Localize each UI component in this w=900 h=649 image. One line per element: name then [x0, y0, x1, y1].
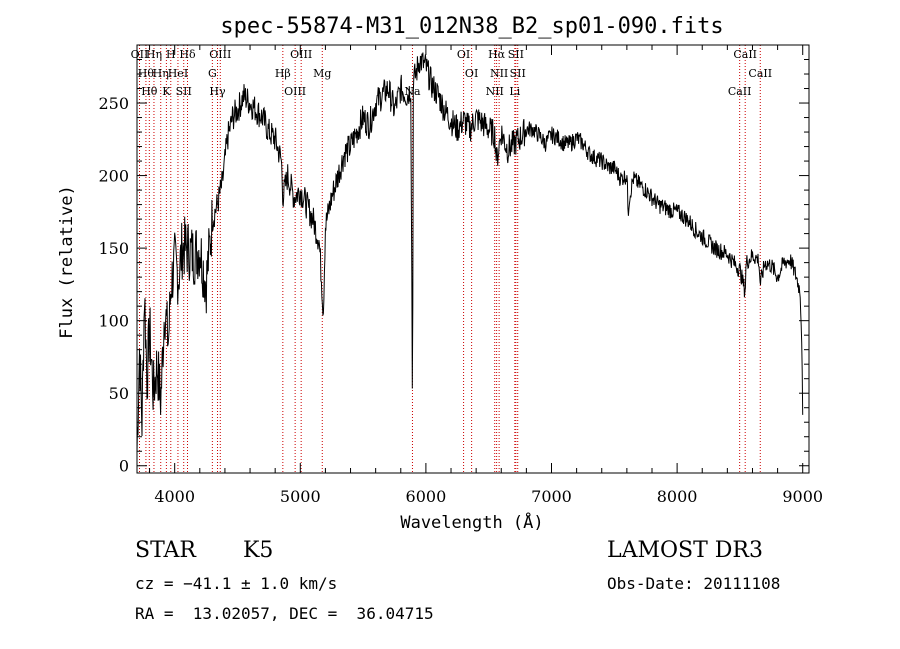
chart-title: spec-55874-M31_012N38_B2_sp01-090.fits [220, 14, 723, 39]
x-axis-ticks: 4000 5000 6000 7000 8000 9000 [149, 45, 823, 506]
y-tick-label: 150 [98, 239, 129, 258]
y-axis-ticks: 0 50 100 150 200 250 [98, 59, 809, 476]
coordinates: RA = 13.02057, DEC = 36.04715 [135, 604, 434, 623]
line-marker-label: Hβ [275, 67, 291, 80]
object-class: STAR [135, 538, 196, 563]
y-tick-label: 250 [98, 94, 129, 113]
object-subclass: K5 [243, 538, 274, 563]
y-tick-label: 100 [98, 312, 129, 331]
survey-name: LAMOST DR3 [607, 538, 763, 563]
y-tick-label: 0 [119, 457, 129, 476]
x-tick-label: 9000 [782, 487, 823, 506]
line-marker-label: CaII [748, 67, 772, 80]
x-axis-label: Wavelength (Å) [400, 511, 543, 533]
plot-frame [136, 44, 810, 474]
x-tick-label: 5000 [280, 487, 321, 506]
line-marker-label: Hδ [179, 48, 196, 61]
line-marker-label: OI [465, 67, 478, 80]
line-marker-label: Na [404, 85, 421, 98]
line-marker-label: Mg [313, 67, 331, 80]
line-marker-label: NII [490, 67, 508, 80]
line-marker-label: Hη [146, 48, 162, 61]
line-marker-label: Hγ [209, 85, 226, 98]
line-marker-label: OIII [290, 48, 312, 61]
line-marker-label: SII [176, 85, 192, 98]
flux-series [136, 52, 804, 452]
line-marker-label: OIII [209, 48, 231, 61]
line-marker-label: G [208, 67, 217, 80]
y-tick-label: 50 [109, 384, 129, 403]
x-tick-label: 7000 [531, 487, 572, 506]
line-marker-label: Li [509, 85, 520, 98]
line-marker-label: Hθ [141, 85, 158, 98]
line-marker-label: NII [486, 85, 504, 98]
spectral-line-labels: OIIHθHθHηHηKHHeISIIHδGHγOIIIHβOIIIOIIIMg… [131, 48, 772, 98]
x-tick-label: 6000 [406, 487, 447, 506]
line-marker-label: H [166, 48, 176, 61]
line-marker-label: Hη [153, 67, 169, 80]
line-marker-label: OII [131, 48, 149, 61]
y-tick-label: 200 [98, 167, 129, 186]
spectrum-chart: spec-55874-M31_012N38_B2_sp01-090.fits O… [57, 14, 823, 533]
line-marker-label: K [162, 85, 171, 98]
observation-date: Obs-Date: 20111108 [607, 574, 781, 593]
x-tick-label: 8000 [657, 487, 698, 506]
line-marker-label: OI [457, 48, 470, 61]
line-marker-label: SII [510, 67, 526, 80]
line-marker-label: CaII [728, 85, 752, 98]
line-marker-label: HeI [168, 67, 188, 80]
y-axis-label: Flux (relative) [57, 185, 77, 339]
line-marker-label: SII [508, 48, 524, 61]
line-marker-label: Hθ [138, 67, 155, 80]
x-tick-label: 4000 [154, 487, 195, 506]
line-marker-label: OIII [284, 85, 306, 98]
redshift-value: cz = −41.1 ± 1.0 km/s [135, 574, 338, 593]
line-marker-label: CaII [733, 48, 757, 61]
line-marker-label: Hα [488, 48, 506, 61]
flux-line [136, 52, 804, 452]
